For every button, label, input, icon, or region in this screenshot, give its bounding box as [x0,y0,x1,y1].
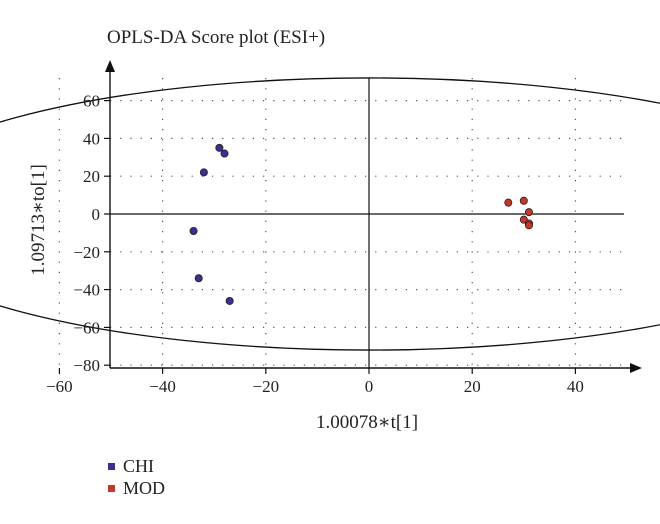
x-tick-label: −60 [46,377,73,396]
x-axis-arrow [630,363,642,373]
data-point-chi-0 [215,143,224,152]
y-tick-label: −20 [73,243,100,262]
legend-item-chi: CHI [108,455,165,477]
legend: CHI MOD [108,455,165,499]
legend-label-mod: MOD [123,478,166,498]
y-tick-label: 40 [83,129,100,148]
data-point-chi-2 [199,168,208,177]
y-tick-label: 0 [92,205,101,224]
legend-item-mod: MOD [108,477,165,499]
legend-swatch-chi [108,462,115,470]
x-axis-title: 1.00078∗t[1] [316,412,418,433]
x-tick-label: −20 [253,377,280,396]
y-tick-label: 60 [83,92,100,111]
x-tick-label: 20 [464,377,481,396]
y-axis-title: 1.09713∗to[1] [28,164,49,276]
data-point-chi-3 [189,227,198,236]
data-point-mod-5 [524,221,533,230]
plot-area [110,78,624,368]
y-tick-label: 20 [83,167,100,186]
y-tick-label: −40 [73,281,100,300]
data-point-mod-2 [524,208,533,217]
x-tick-label: 40 [567,377,584,396]
chart-title: OPLS-DA Score plot (ESI+) [107,27,326,48]
legend-label-chi: CHI [123,456,154,476]
x-tick-label: −40 [149,377,176,396]
data-point-chi-1 [220,149,229,158]
data-point-mod-0 [504,198,513,207]
data-point-chi-5 [225,296,234,305]
data-point-chi-4 [194,274,203,283]
y-tick-label: −60 [73,318,100,337]
legend-swatch-mod [108,484,115,492]
x-tick-label: 0 [365,377,374,396]
y-tick-label: −80 [73,356,100,375]
y-axis-arrow [105,60,115,72]
data-point-mod-1 [519,196,528,205]
